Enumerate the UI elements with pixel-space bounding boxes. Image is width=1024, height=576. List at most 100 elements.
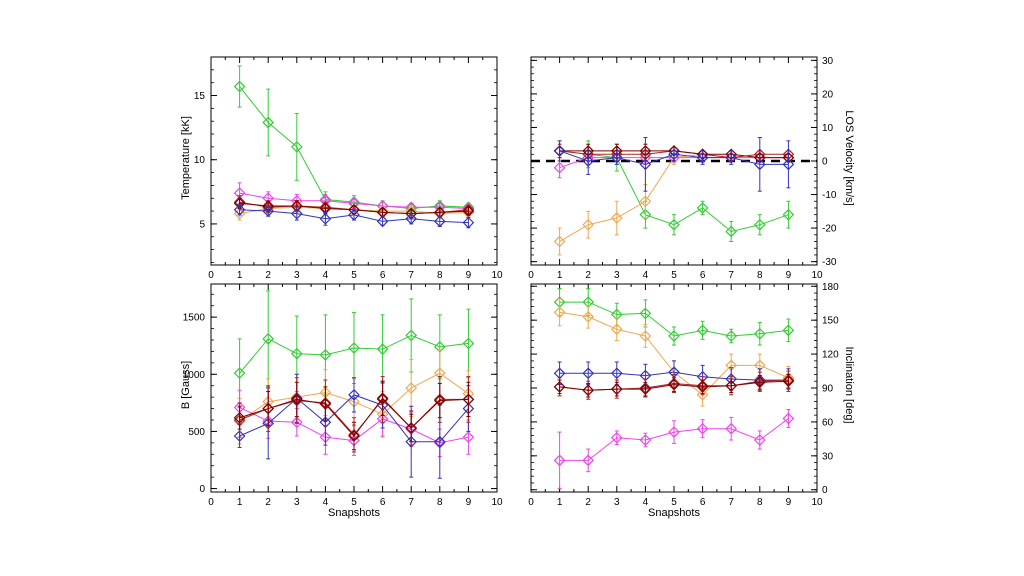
data-point-diamond [725, 225, 738, 238]
y-tick-label: 15 [194, 91, 206, 102]
data-point-diamond [262, 205, 275, 217]
y-tick-label: 30 [822, 56, 834, 67]
y-tick-label: 500 [188, 427, 205, 438]
data-point-diamond [290, 416, 303, 429]
data-point-diamond [462, 393, 475, 406]
y-tick-label: 120 [822, 350, 839, 361]
y-tick-label: 10 [822, 123, 834, 134]
y-tick-label: 30 [822, 451, 834, 462]
y-tick-label: 0 [822, 485, 828, 496]
data-point-diamond [319, 349, 332, 361]
data-point-diamond [639, 383, 652, 395]
data-point-diamond [639, 158, 652, 171]
temperature-series-blue [233, 203, 475, 229]
temperature-axis-title: Temperature [kK] [180, 116, 192, 200]
data-point-diamond [348, 209, 360, 221]
data-point-diamond [233, 411, 246, 424]
y-tick-label: 90 [822, 384, 834, 395]
data-point-diamond [610, 323, 623, 336]
los_velocity-series-orange [553, 148, 795, 256]
data-point-diamond [668, 218, 680, 231]
y-tick-label: 180 [822, 282, 839, 293]
data-point-diamond [433, 435, 446, 448]
y-tick-label: 0 [199, 484, 205, 495]
data-point-diamond [610, 151, 623, 164]
y-tick-label: 0 [822, 157, 828, 168]
los_velocity-series-blue [553, 137, 795, 192]
x-tick-label: 2 [585, 497, 591, 508]
data-point-diamond [696, 202, 709, 214]
data-point-diamond [348, 342, 360, 354]
data-point-diamond [582, 218, 595, 231]
data-point-diamond [462, 205, 475, 217]
x-tick-label: 4 [323, 270, 329, 281]
y-tick-label: 60 [822, 417, 834, 428]
y-tick-label: 5 [199, 219, 205, 230]
data-point-diamond [319, 416, 332, 429]
inclination-series-darkred [553, 373, 795, 398]
data-point-diamond [262, 116, 275, 129]
data-point-diamond [233, 430, 246, 442]
x-tick-label: 6 [380, 497, 386, 508]
x-tick-label: 0 [208, 497, 214, 508]
x-tick-label: 9 [786, 270, 792, 281]
data-point-diamond [262, 402, 275, 415]
data-point-diamond [405, 329, 418, 342]
data-point-diamond [782, 412, 795, 425]
data-point-diamond [553, 454, 566, 467]
los_velocity-series-green [553, 140, 795, 243]
x-tick-label: 9 [786, 497, 792, 508]
x-tick-label: 3 [294, 497, 300, 508]
x-tick-label: 1 [237, 270, 243, 281]
data-point-diamond [639, 208, 652, 221]
data-point-diamond [610, 431, 623, 444]
snapshots-x-title-right: Snapshots [648, 507, 700, 519]
data-point-diamond [290, 347, 303, 360]
data-point-diamond [405, 422, 418, 434]
x-tick-label: 2 [585, 270, 591, 281]
y-tick-label: 1500 [183, 313, 206, 324]
data-point-diamond [696, 324, 709, 337]
data-point-diamond [668, 330, 680, 342]
data-point-diamond [582, 384, 595, 397]
snapshots-x-title-left: Snapshots [328, 507, 380, 519]
series-line [239, 86, 469, 210]
x-tick-label: 0 [528, 497, 534, 508]
data-point-diamond [782, 375, 795, 388]
x-tick-label: 2 [265, 270, 271, 281]
y-tick-label: 10 [194, 155, 206, 166]
data-point-diamond [348, 389, 360, 401]
data-point-diamond [610, 212, 623, 224]
b-gauss-axis-title: B [Gauss] [180, 361, 192, 409]
x-tick-label: 8 [437, 270, 443, 281]
data-point-diamond [696, 151, 709, 164]
y-tick-label: -20 [822, 224, 837, 235]
x-tick-label: 3 [614, 497, 620, 508]
data-point-diamond [639, 434, 652, 446]
data-point-diamond [582, 310, 595, 323]
y-tick-label: -30 [822, 257, 837, 268]
data-point-diamond [610, 383, 623, 395]
temperature-panel: 0 1 2 3 4 5 6 7 8 9 10 5 10 15 [194, 56, 503, 281]
los-velocity-axis-title: LOS Velocity [km/s] [843, 110, 855, 205]
x-tick-label: 4 [643, 497, 649, 508]
inclination-series-green [553, 288, 795, 346]
data-point-diamond [376, 343, 389, 355]
data-point-diamond [725, 379, 738, 392]
data-point-diamond [753, 434, 766, 446]
x-tick-label: 5 [351, 497, 357, 508]
data-point-diamond [233, 80, 246, 93]
x-tick-label: 10 [811, 497, 823, 508]
x-tick-label: 4 [323, 497, 329, 508]
data-point-diamond [553, 235, 566, 248]
y-tick-label: 1000 [183, 370, 206, 381]
data-point-diamond [782, 324, 795, 337]
data-point-diamond [725, 330, 738, 342]
x-tick-label: 7 [728, 270, 734, 281]
data-point-diamond [233, 203, 246, 216]
x-tick-label: 8 [757, 270, 763, 281]
x-tick-label: 3 [294, 270, 300, 281]
data-point-diamond [782, 158, 795, 171]
x-tick-label: 1 [557, 270, 563, 281]
